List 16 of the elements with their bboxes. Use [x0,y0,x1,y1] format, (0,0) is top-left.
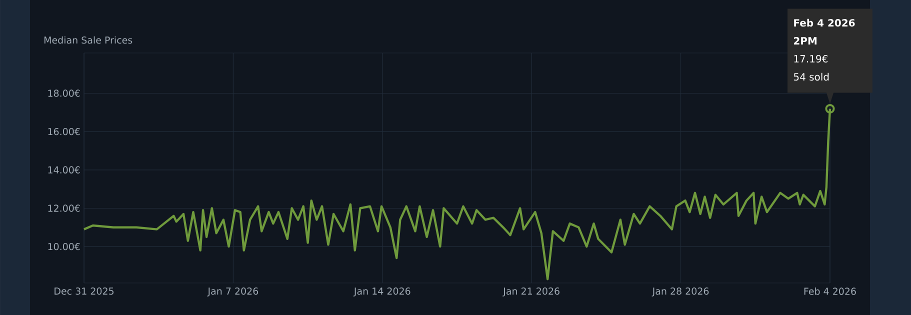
y-tick-label: 16.00€ [48,128,80,136]
x-tick-label: Feb 4 2026 [804,288,856,295]
y-tick-label: 10.00€ [48,242,80,250]
x-tick-label: Jan 7 2026 [207,288,258,296]
y-tick-label: 12.00€ [48,204,80,212]
chart-title: Median Sale Prices [44,36,132,44]
text: Feb 4 2026 [794,18,855,27]
x-tick-label: Jan 28 2026 [652,288,709,296]
text: 2PM [794,37,817,44]
annotation: 54 sold [794,72,829,81]
y-tick-label: 14.00€ [48,166,80,174]
x-tick-label: Dec 31 2025 [54,288,114,295]
x-tick-label: Jan 14 2026 [353,288,410,296]
y-tick-label: 18.00€ [48,90,80,97]
x-tick-label: Jan 21 2026 [502,288,560,296]
annotation: 17.19€ [794,54,828,63]
